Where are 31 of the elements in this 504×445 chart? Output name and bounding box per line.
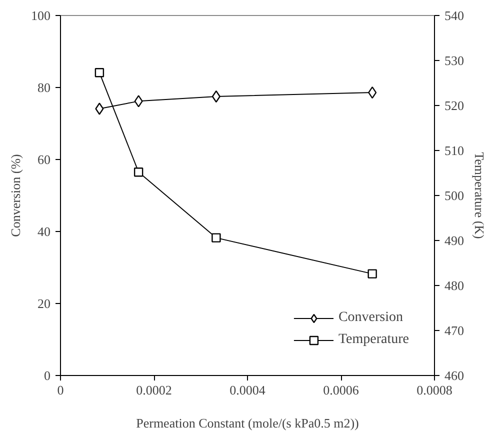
x-tick-label: 0.0002	[136, 382, 172, 398]
y2-tick-label: 540	[444, 8, 464, 23]
x-tick-label: 0.0006	[323, 382, 360, 398]
point	[134, 168, 144, 177]
y2-axis-title: Temperature (K)	[472, 152, 487, 239]
legend-label: Conversion	[338, 310, 404, 326]
y-tick-label: 40	[38, 224, 50, 239]
y-tick-label: 0	[44, 368, 50, 383]
y2-tick-label: 480	[444, 278, 464, 293]
x-axis-title: Permeation Constant (mole/(s kPa0.5 m2))	[136, 416, 359, 430]
y2-tick-label: 460	[444, 368, 464, 383]
point	[134, 95, 143, 108]
y-tick-label: 80	[38, 80, 50, 95]
x-tick-label: 0.0004	[230, 382, 266, 398]
y2-tick-label: 520	[444, 98, 464, 113]
y2-tick-label: 500	[444, 188, 464, 203]
x-tick-label: 0	[57, 382, 64, 398]
y2-tick-label: 510	[444, 143, 464, 158]
y2-tick-label: 490	[444, 233, 464, 248]
point	[212, 233, 221, 242]
point	[95, 102, 104, 115]
y-tick-label: 20	[38, 296, 50, 311]
y2-tick-label: 530	[444, 53, 464, 68]
x-tick-label: 0.0008	[416, 382, 452, 398]
legend-label: Temperature	[338, 332, 409, 348]
point	[368, 269, 377, 278]
y2-tick-label: 470	[444, 323, 464, 338]
y-tick-label: 60	[38, 152, 50, 167]
point	[94, 68, 104, 78]
y-tick-label: 100	[31, 8, 50, 23]
y-axis-title: Conversion (%)	[8, 154, 23, 237]
